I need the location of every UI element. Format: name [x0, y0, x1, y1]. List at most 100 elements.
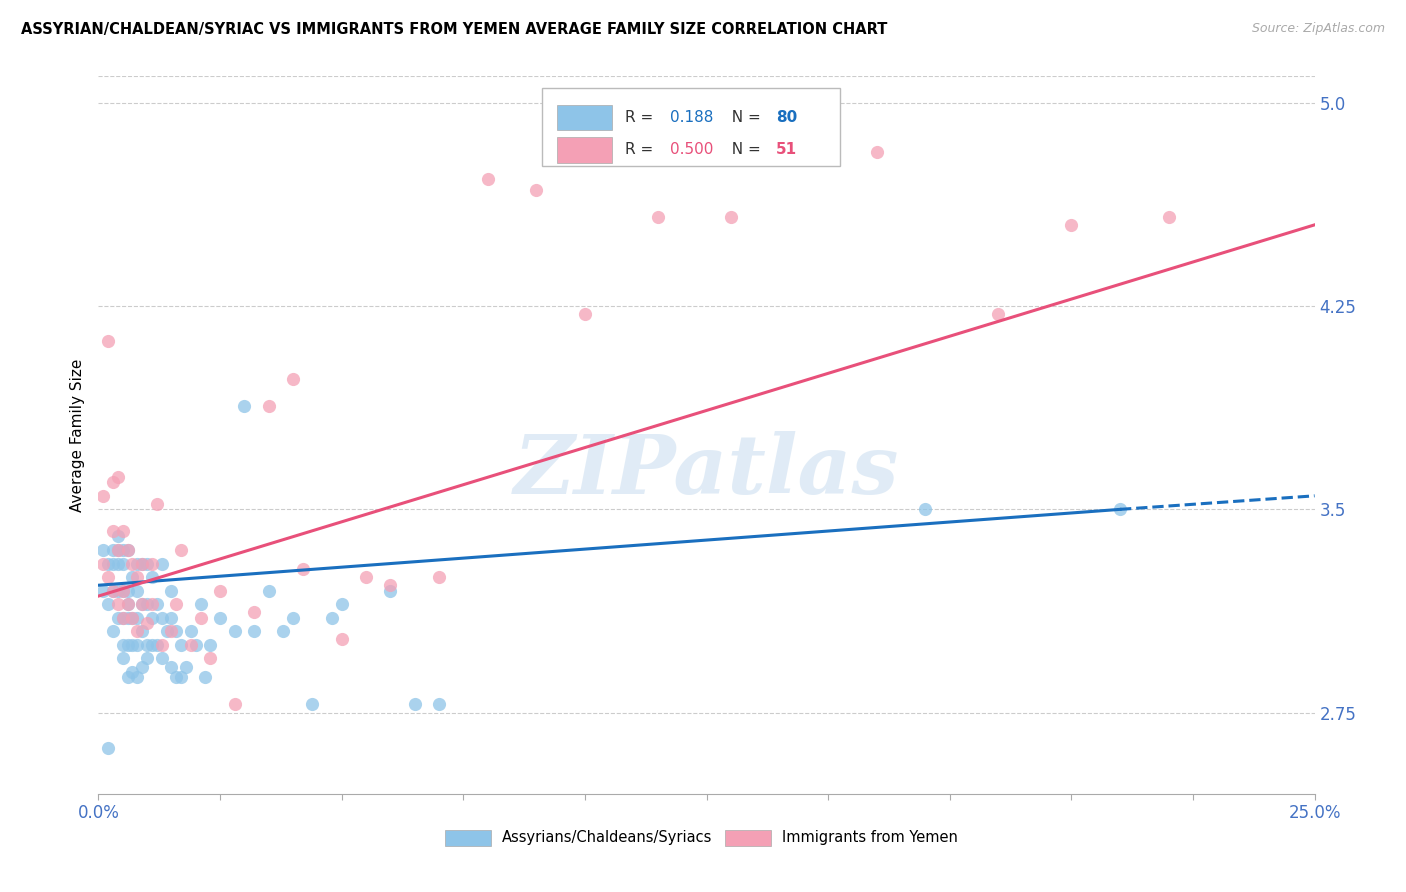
Point [180, 638, 202, 652]
Point [291, 562, 314, 576]
Text: Source: ZipAtlas.com: Source: ZipAtlas.com [1251, 22, 1385, 36]
Point [127, 624, 149, 639]
Point [987, 307, 1010, 321]
Point [91, 543, 114, 558]
Point [141, 570, 163, 584]
Point [404, 698, 426, 712]
Point [101, 583, 124, 598]
Point [107, 557, 129, 571]
Point [321, 611, 343, 625]
Point [136, 638, 159, 652]
Text: 51: 51 [776, 143, 797, 157]
Point [146, 638, 169, 652]
Point [184, 638, 207, 652]
Point [131, 659, 153, 673]
Point [160, 583, 183, 598]
Point [1109, 502, 1132, 516]
Point [427, 570, 450, 584]
Point [111, 611, 134, 625]
Point [131, 597, 153, 611]
Point [380, 578, 402, 592]
Point [200, 638, 222, 652]
Point [330, 597, 353, 611]
Point [224, 698, 246, 712]
Point [301, 698, 323, 712]
Point [101, 543, 124, 558]
Point [97, 597, 120, 611]
Point [165, 624, 187, 639]
Point [866, 145, 889, 159]
Point [117, 611, 139, 625]
Point [136, 616, 159, 631]
Point [427, 698, 450, 712]
Point [190, 597, 212, 611]
Text: ASSYRIAN/CHALDEAN/SYRIAC VS IMMIGRANTS FROM YEMEN AVERAGE FAMILY SIZE CORRELATIO: ASSYRIAN/CHALDEAN/SYRIAC VS IMMIGRANTS F… [21, 22, 887, 37]
Point [209, 611, 232, 625]
Point [574, 307, 596, 321]
Point [111, 583, 134, 598]
Point [165, 670, 187, 684]
FancyBboxPatch shape [557, 104, 612, 130]
Point [127, 638, 149, 652]
Point [91, 583, 114, 598]
Point [107, 470, 129, 484]
Point [91, 557, 114, 571]
Point [150, 557, 173, 571]
Point [136, 597, 159, 611]
Point [121, 611, 143, 625]
Point [150, 611, 173, 625]
Point [107, 583, 129, 598]
Point [121, 570, 143, 584]
Point [330, 632, 353, 647]
Point [136, 651, 159, 665]
Text: N =: N = [723, 110, 766, 125]
Point [111, 583, 134, 598]
Point [233, 400, 256, 414]
Point [150, 638, 173, 652]
Point [101, 475, 124, 490]
Text: N =: N = [723, 143, 766, 157]
Point [127, 583, 149, 598]
Point [97, 334, 120, 349]
Point [141, 638, 163, 652]
Point [117, 543, 139, 558]
Point [224, 624, 246, 639]
Point [257, 400, 280, 414]
Point [150, 651, 173, 665]
Point [160, 611, 183, 625]
Point [160, 624, 183, 639]
Point [524, 183, 547, 197]
Point [647, 210, 669, 224]
Point [127, 570, 149, 584]
Point [131, 624, 153, 639]
Point [107, 597, 129, 611]
Text: Immigrants from Yemen: Immigrants from Yemen [782, 830, 957, 846]
Point [117, 597, 139, 611]
Point [165, 597, 187, 611]
Point [121, 638, 143, 652]
Point [141, 597, 163, 611]
Point [136, 557, 159, 571]
Text: R =: R = [626, 143, 658, 157]
Point [101, 624, 124, 639]
Point [97, 570, 120, 584]
Point [111, 651, 134, 665]
Point [107, 611, 129, 625]
Point [107, 543, 129, 558]
Point [141, 557, 163, 571]
Point [101, 524, 124, 538]
Point [121, 665, 143, 679]
Point [91, 489, 114, 503]
Point [155, 624, 177, 639]
Point [111, 611, 134, 625]
Text: 80: 80 [776, 110, 797, 125]
Point [170, 638, 193, 652]
Text: ZIPatlas: ZIPatlas [513, 431, 900, 511]
Point [121, 611, 143, 625]
Point [121, 557, 143, 571]
Point [101, 557, 124, 571]
Point [111, 557, 134, 571]
Point [117, 670, 139, 684]
Point [281, 611, 304, 625]
Point [170, 670, 193, 684]
